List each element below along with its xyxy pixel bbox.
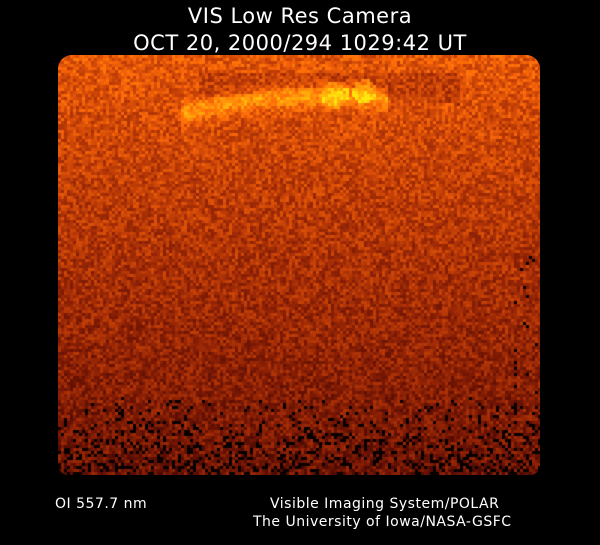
- credit-label: The University of Iowa/NASA-GSFC: [253, 514, 512, 530]
- filter-wavelength-label: OI 557.7 nm: [55, 496, 148, 512]
- aurora-image-pixels: [58, 55, 540, 475]
- aurora-image: [58, 55, 540, 475]
- instrument-label: Visible Imaging System/POLAR: [270, 496, 500, 512]
- image-title: VIS Low Res Camera: [187, 4, 413, 28]
- image-timestamp: OCT 20, 2000/294 1029:42 UT: [133, 31, 467, 55]
